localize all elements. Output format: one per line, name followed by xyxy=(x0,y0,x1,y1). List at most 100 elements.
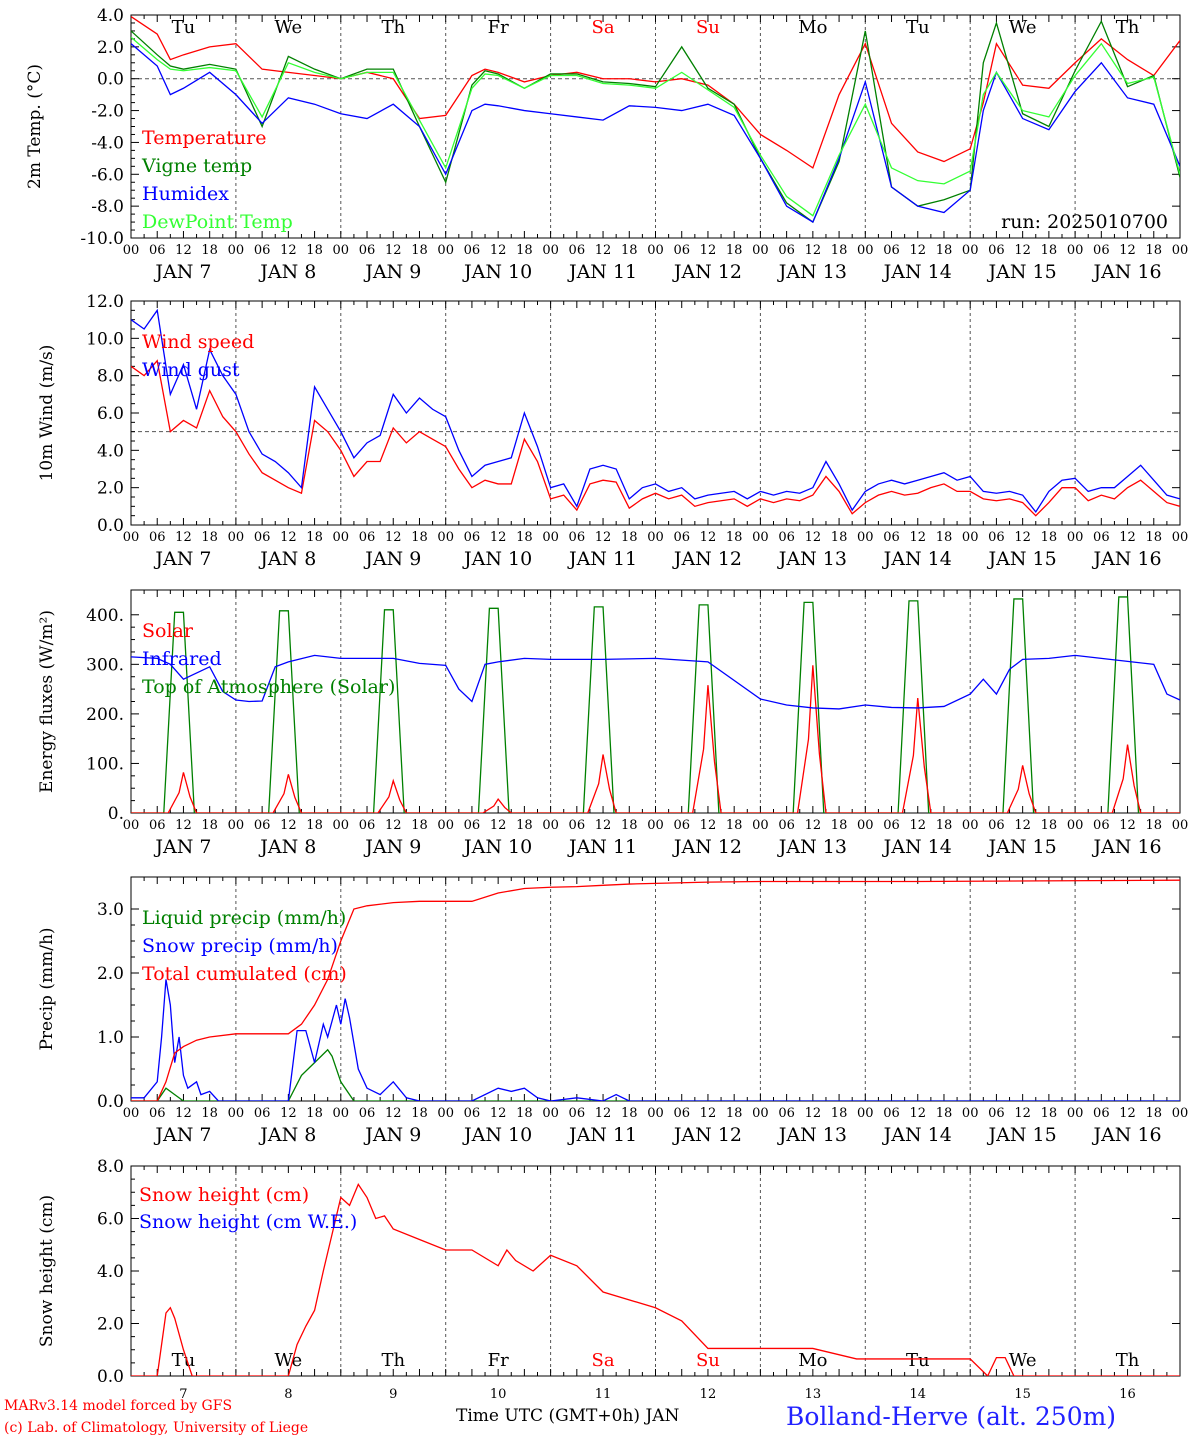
time-axis-title: Time UTC (GMT+0h) JAN xyxy=(456,1406,680,1426)
legend-entry: Wind speed xyxy=(142,331,254,353)
hour-tick-label: 12 xyxy=(1014,530,1031,545)
y-tick-label: 4.0 xyxy=(97,1262,124,1282)
hour-tick-label: 12 xyxy=(175,243,192,258)
legend-entry: Top of Atmosphere (Solar) xyxy=(142,676,395,698)
weekday-label: Fr xyxy=(488,17,509,38)
hour-tick-label: 00 xyxy=(1067,1106,1084,1121)
legend-entry: DewPoint Temp xyxy=(142,211,293,233)
weekday-label: Th xyxy=(1116,1350,1140,1371)
weekday-label: Tu xyxy=(172,1350,196,1371)
hour-tick-label: 18 xyxy=(411,243,428,258)
day-tick-label: JAN 16 xyxy=(1091,548,1161,570)
hour-tick-label: 06 xyxy=(464,243,481,258)
hour-tick-label: 06 xyxy=(569,530,586,545)
day-tick-label: JAN 8 xyxy=(258,1124,316,1146)
hour-tick-label: 18 xyxy=(621,818,638,833)
y-axis-label: Energy fluxes (W/m²) xyxy=(37,610,57,793)
hour-tick-label: 00 xyxy=(1172,530,1189,545)
day-tick-label: JAN 15 xyxy=(987,1124,1057,1146)
panel-4: 3.0 2.0 1.0 0.0 Precip (mm/h) 00 06 12 18 00 06 12 1… xyxy=(37,876,1189,1146)
day-tick-label: JAN 8 xyxy=(258,548,316,570)
day-tick-label: JAN 14 xyxy=(882,548,952,570)
weekday-label: We xyxy=(1009,17,1037,38)
hour-tick-label: 00 xyxy=(123,530,140,545)
weekday-label: Th xyxy=(381,1350,405,1371)
hour-tick-label: 06 xyxy=(254,818,271,833)
weekday-label: Tu xyxy=(172,17,196,38)
hour-tick-label: 12 xyxy=(909,530,926,545)
day-tick-label: JAN 9 xyxy=(363,836,421,858)
y-tick-label: 12.0 xyxy=(86,292,124,312)
hour-tick-label: 18 xyxy=(306,243,323,258)
weekday-label: We xyxy=(275,17,303,38)
hour-tick-label: 18 xyxy=(726,818,743,833)
hour-tick-label: 06 xyxy=(883,818,900,833)
hour-tick-label: 12 xyxy=(700,818,717,833)
hour-tick-label: 00 xyxy=(333,1106,350,1121)
vigne-temp-line xyxy=(131,19,1180,224)
hour-tick-label: 18 xyxy=(516,530,533,545)
hour-tick-label: 18 xyxy=(411,1106,428,1121)
hour-tick-label: 06 xyxy=(464,1106,481,1121)
hour-tick-label: 00 xyxy=(962,530,979,545)
hour-tick-label: 06 xyxy=(569,818,586,833)
y-tick-label: 400. xyxy=(86,606,124,626)
hour-tick-label: 06 xyxy=(149,1106,166,1121)
day-tick-label: JAN 8 xyxy=(258,836,316,858)
copyright-credit: (c) Lab. of Climatology, University of L… xyxy=(4,1420,309,1436)
hour-tick-label: 18 xyxy=(201,243,218,258)
hour-tick-label: 00 xyxy=(228,1106,245,1121)
hour-tick-label: 00 xyxy=(962,243,979,258)
legend-entry: Temperature xyxy=(142,127,266,149)
hour-tick-label: 00 xyxy=(333,818,350,833)
hour-tick-label: 18 xyxy=(516,1106,533,1121)
day-number-label: 7 xyxy=(179,1387,187,1402)
hour-tick-label: 00 xyxy=(1172,1106,1189,1121)
hour-tick-label: 18 xyxy=(726,530,743,545)
day-tick-label: JAN 10 xyxy=(462,1124,532,1146)
hour-tick-label: 00 xyxy=(542,530,559,545)
hour-tick-label: 06 xyxy=(254,1106,271,1121)
hour-tick-label: 00 xyxy=(333,243,350,258)
legend-entry: Vigne temp xyxy=(141,155,252,177)
hour-tick-label: 18 xyxy=(831,1106,848,1121)
day-tick-label: JAN 7 xyxy=(153,836,211,858)
weekday-label: Tu xyxy=(906,17,930,38)
plot-frame xyxy=(130,589,1181,814)
hour-tick-label: 12 xyxy=(175,1106,192,1121)
hour-tick-label: 06 xyxy=(988,243,1005,258)
day-tick-label: JAN 12 xyxy=(672,836,742,858)
hour-tick-label: 12 xyxy=(1014,1106,1031,1121)
humidex-line xyxy=(131,43,1180,224)
legend-entry: Snow precip (mm/h) xyxy=(142,935,338,957)
toa-solar-line xyxy=(131,596,1180,813)
day-tick-label: JAN 13 xyxy=(777,836,847,858)
hour-tick-label: 00 xyxy=(857,243,874,258)
hour-tick-label: 06 xyxy=(883,530,900,545)
hour-tick-label: 00 xyxy=(752,243,769,258)
hour-tick-label: 18 xyxy=(726,243,743,258)
hour-tick-label: 06 xyxy=(673,818,690,833)
hour-tick-label: 18 xyxy=(1146,1106,1163,1121)
hour-tick-label: 00 xyxy=(752,530,769,545)
wind-gust-line xyxy=(131,308,1180,514)
hour-tick-label: 18 xyxy=(936,243,953,258)
hour-tick-label: 18 xyxy=(621,243,638,258)
hour-tick-label: 00 xyxy=(542,1106,559,1121)
hour-tick-label: 18 xyxy=(1041,530,1058,545)
hour-tick-label: 12 xyxy=(280,530,297,545)
day-tick-label: JAN 13 xyxy=(777,261,847,283)
day-tick-label: JAN 10 xyxy=(462,261,532,283)
hour-tick-label: 12 xyxy=(490,1106,507,1121)
hour-tick-label: 18 xyxy=(516,243,533,258)
day-tick-label: JAN 16 xyxy=(1091,261,1161,283)
hour-tick-label: 06 xyxy=(464,530,481,545)
day-number-label: 8 xyxy=(284,1387,292,1402)
day-tick-label: JAN 15 xyxy=(987,261,1057,283)
hour-tick-label: 12 xyxy=(805,243,822,258)
hour-tick-label: 18 xyxy=(1146,530,1163,545)
day-tick-label: JAN 9 xyxy=(363,261,421,283)
legend-entry: Liquid precip (mm/h) xyxy=(142,907,346,929)
legend-entry: Solar xyxy=(142,620,194,642)
series-group xyxy=(131,1183,1180,1376)
